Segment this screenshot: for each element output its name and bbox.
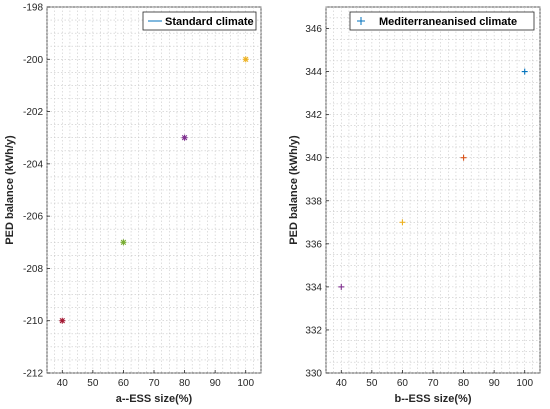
y-ticks: 330 332 334 336 338 340 342 344 346 — [305, 24, 329, 380]
x-ticks: 40 50 60 70 80 90 100 — [336, 370, 533, 389]
data-point-plus — [521, 68, 528, 75]
y-tick-label: -206 — [23, 212, 43, 223]
chart-standard-climate: 40 50 60 70 80 90 100 -212 -210 -208 -206 -204 -202… — [4, 3, 262, 405]
y-tick-label: -210 — [23, 316, 43, 327]
y-tick-label: -208 — [23, 264, 43, 275]
x-tick-label: 100 — [237, 378, 254, 389]
data-points — [338, 68, 528, 290]
x-tick-label: 40 — [336, 378, 348, 389]
data-point-asterisk — [120, 239, 127, 246]
y-tick-label: -212 — [23, 369, 43, 380]
x-axis-label: b--ESS size(%) — [394, 393, 471, 405]
legend-box — [142, 11, 257, 31]
x-axis-label: a--ESS size(%) — [116, 393, 193, 405]
x-tick-label: 100 — [516, 378, 533, 389]
y-tick-label: 344 — [305, 67, 322, 78]
y-tick-label: -200 — [23, 55, 43, 66]
data-points — [59, 56, 249, 324]
y-tick-label: 336 — [305, 239, 322, 250]
grid — [46, 6, 262, 374]
legend-label: Mediterraneanised climate — [379, 16, 517, 28]
x-tick-label: 70 — [148, 378, 160, 389]
y-axis-label: PED balance (kWh/y) — [4, 135, 16, 245]
x-tick-label: 50 — [366, 378, 378, 389]
x-ticks: 40 50 60 70 80 90 100 — [57, 370, 254, 389]
y-tick-label: -204 — [23, 159, 43, 170]
y-axis-label: PED balance (kWh/y) — [288, 135, 300, 245]
legend-plus-icon — [357, 17, 365, 25]
y-tick-label: 330 — [305, 369, 322, 380]
y-tick-label: -198 — [23, 3, 43, 14]
y-tick-label: 332 — [305, 325, 322, 336]
y-tick-label: 346 — [305, 24, 322, 35]
x-tick-label: 60 — [118, 378, 130, 389]
data-point-plus — [399, 219, 406, 226]
y-tick-label: -202 — [23, 107, 43, 118]
data-point-asterisk — [242, 56, 249, 63]
y-tick-label: 338 — [305, 196, 322, 207]
data-point-plus — [460, 154, 467, 161]
data-point-plus — [338, 283, 345, 290]
legend: Standard climate — [142, 11, 257, 31]
data-point-asterisk — [59, 317, 66, 324]
y-tick-label: 334 — [305, 282, 322, 293]
x-tick-label: 80 — [179, 378, 191, 389]
x-tick-label: 40 — [57, 378, 69, 389]
y-ticks: -212 -210 -208 -206 -204 -202 -200 -198 — [23, 3, 50, 380]
x-tick-label: 70 — [427, 378, 439, 389]
x-tick-label: 50 — [87, 378, 99, 389]
y-tick-label: 342 — [305, 110, 322, 121]
data-point-asterisk — [181, 134, 188, 141]
x-tick-label: 60 — [397, 378, 409, 389]
grid — [325, 6, 541, 374]
x-tick-label: 80 — [458, 378, 470, 389]
legend-label: Standard climate — [165, 16, 254, 28]
legend: Mediterraneanised climate — [349, 11, 535, 31]
x-tick-label: 90 — [489, 378, 501, 389]
legend-box — [349, 11, 535, 31]
x-tick-label: 90 — [210, 378, 222, 389]
y-tick-label: 340 — [305, 153, 322, 164]
chart-mediterraneanised-climate: 40 50 60 70 80 90 100 330 332 334 336 338 340 342 344… — [288, 6, 541, 405]
